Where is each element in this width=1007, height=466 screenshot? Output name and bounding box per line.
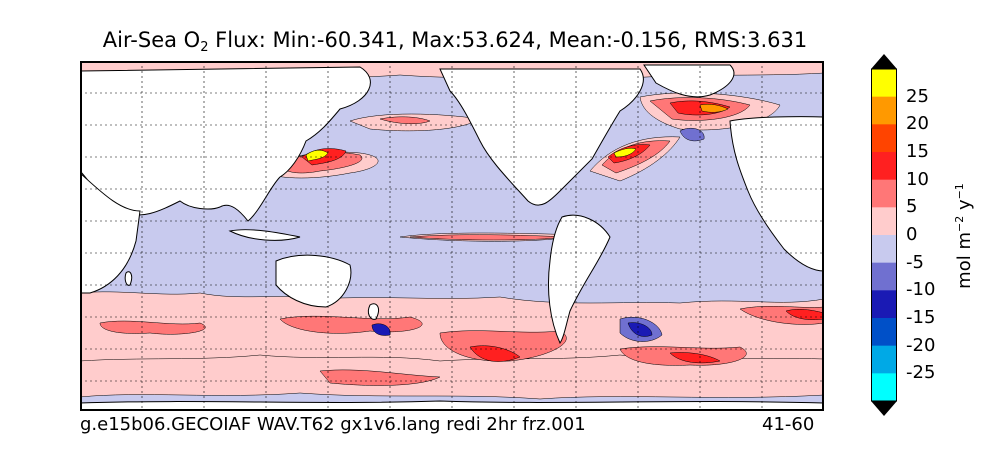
southern-ocean-negative <box>371 317 663 342</box>
colorbar-bin <box>871 345 897 374</box>
colorbar-bin <box>871 290 897 319</box>
colorbar-bin <box>871 124 897 153</box>
title-prefix: Air-Sea O <box>102 28 201 52</box>
colorbar-bin <box>871 373 897 402</box>
colorbar-tick-label: 5 <box>906 196 918 218</box>
colorbar-units: mol m−2 y−1 <box>953 183 975 289</box>
title-suffix: Flux: Min:-60.341, Max:53.624, Mean:-0.1… <box>208 28 808 52</box>
run-name-label: g.e15b06.GECOIAF WAV.T62 gx1v6.lang redi… <box>80 414 586 435</box>
colorbar-tick-label: 15 <box>906 141 929 162</box>
colorbar-extend-max <box>871 54 897 69</box>
colorbar-tick-label: -20 <box>906 334 936 356</box>
title-subscript: 2 <box>200 40 209 55</box>
colorbar-bin <box>871 207 897 236</box>
period-label: 41-60 <box>762 414 815 435</box>
plot-title: Air-Sea O2 Flux: Min:-60.341, Max:53.624… <box>0 28 910 55</box>
colorbar-tick-label: -15 <box>906 307 936 328</box>
land <box>80 64 824 411</box>
colorbar-tick-label: 0 <box>906 224 918 245</box>
colorbar-tick-label: 25 <box>906 85 929 107</box>
colorbar-tick-label: 20 <box>906 113 929 135</box>
colorbar <box>871 54 897 416</box>
colorbar-bin <box>871 235 897 264</box>
map-gridlines <box>80 61 824 411</box>
units-exp2: −1 <box>953 183 966 200</box>
equatorial-pacific-flux <box>399 232 581 242</box>
colorbar-bin <box>871 318 897 347</box>
colorbar-bin <box>871 69 897 98</box>
units-mid: y <box>954 199 975 216</box>
colorbar-bin <box>871 262 897 291</box>
colorbar-tick-label: -5 <box>906 251 924 273</box>
units-base: mol m <box>954 232 975 289</box>
colorbar-frame <box>871 68 897 402</box>
colorbar-tick-label: -25 <box>906 362 936 384</box>
flux-map <box>80 61 824 411</box>
colorbar-bin <box>871 96 897 125</box>
colorbar-extend-min <box>871 401 897 416</box>
map-frame <box>80 61 824 411</box>
colorbar-bin <box>871 152 897 181</box>
colorbar-tick-label: -10 <box>906 279 936 301</box>
colorbar-bin <box>871 179 897 208</box>
units-exp1: −2 <box>953 215 966 232</box>
colorbar-tick-label: 10 <box>906 168 929 190</box>
